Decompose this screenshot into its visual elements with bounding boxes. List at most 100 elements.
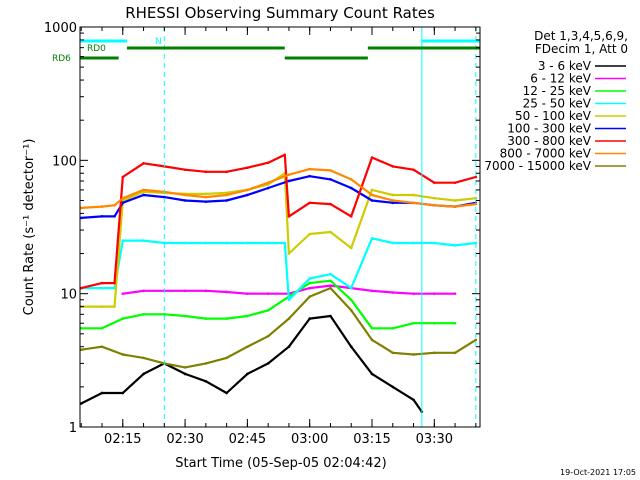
series-3-point-9 bbox=[246, 241, 249, 245]
series-6-point-0 bbox=[79, 286, 83, 290]
series-8-point-15 bbox=[391, 351, 395, 355]
series-2-point-3 bbox=[142, 313, 145, 316]
series-8-point-18 bbox=[453, 351, 457, 355]
series-7-point-19 bbox=[453, 205, 457, 208]
series-2-point-1 bbox=[100, 326, 104, 330]
series-0-point-7 bbox=[225, 391, 228, 395]
series-4-point-17 bbox=[391, 193, 395, 197]
series-2-point-6 bbox=[204, 317, 208, 320]
markers-layer bbox=[79, 27, 477, 427]
series-7-point-11 bbox=[287, 173, 291, 177]
series-1-point-3 bbox=[183, 289, 187, 293]
series-3-point-10 bbox=[266, 241, 270, 245]
series-6-point-11 bbox=[283, 153, 287, 157]
series-2-point-18 bbox=[453, 321, 457, 325]
series-1-point-6 bbox=[246, 292, 249, 295]
series-5-point-13 bbox=[329, 178, 332, 181]
series-line-7 bbox=[81, 168, 476, 209]
series-5-point-8 bbox=[225, 199, 228, 202]
series-7-point-9 bbox=[246, 188, 249, 192]
series-8-point-8 bbox=[246, 345, 249, 349]
y-tick-label-1: 10 bbox=[60, 288, 77, 303]
series-6-point-13 bbox=[308, 201, 311, 205]
series-5-point-12 bbox=[308, 174, 311, 178]
series-8-point-11 bbox=[308, 295, 311, 298]
series-4-point-7 bbox=[204, 192, 208, 196]
series-7-point-13 bbox=[329, 169, 332, 172]
series-2-point-13 bbox=[349, 298, 353, 302]
series-6-point-16 bbox=[370, 156, 374, 159]
series-2-point-5 bbox=[183, 314, 187, 318]
series-6-point-17 bbox=[391, 165, 395, 168]
series-1-point-5 bbox=[225, 290, 228, 294]
series-3-point-8 bbox=[225, 241, 228, 245]
series-7-point-14 bbox=[349, 178, 353, 181]
series-2-point-9 bbox=[266, 309, 270, 312]
series-1-point-16 bbox=[453, 292, 457, 295]
series-7-point-3 bbox=[121, 196, 125, 200]
state-bar-label-2: RD6 bbox=[52, 54, 71, 64]
series-8-point-9 bbox=[266, 334, 270, 338]
series-8-point-10 bbox=[287, 317, 291, 320]
series-5-point-3 bbox=[121, 201, 125, 205]
series-3-point-1 bbox=[100, 286, 104, 290]
series-4-point-2 bbox=[113, 305, 116, 308]
state-bar-label-1: RD0 bbox=[87, 44, 106, 54]
series-8-point-17 bbox=[433, 351, 436, 355]
x-tick-label-5: 03:30 bbox=[416, 432, 453, 447]
x-tick-label-3: 03:00 bbox=[291, 432, 328, 447]
series-7-point-20 bbox=[474, 202, 478, 206]
series-3-point-4 bbox=[142, 239, 145, 242]
series-7-point-4 bbox=[142, 188, 145, 192]
x-axis-label: Start Time (05-Sep-05 02:04:42) bbox=[175, 456, 386, 471]
legend-label-5: 100 - 300 keV bbox=[507, 122, 591, 136]
series-2-point-8 bbox=[246, 314, 249, 318]
series-0-point-13 bbox=[349, 345, 353, 349]
series-1-point-9 bbox=[308, 286, 311, 290]
series-1-point-13 bbox=[391, 291, 395, 294]
series-5-point-4 bbox=[142, 193, 145, 197]
series-3-point-6 bbox=[183, 241, 187, 245]
series-2-point-15 bbox=[391, 326, 395, 330]
series-5-point-16 bbox=[391, 201, 395, 205]
series-2-point-17 bbox=[433, 321, 436, 325]
series-1-point-0 bbox=[121, 292, 125, 295]
series-8-point-12 bbox=[329, 286, 332, 290]
legend-header-line-1: Det 1,3,4,5,6,9, bbox=[534, 29, 628, 43]
series-1-point-10 bbox=[329, 284, 332, 287]
series-2-point-2 bbox=[121, 317, 125, 320]
series-0-point-2 bbox=[121, 391, 125, 395]
series-4-point-19 bbox=[433, 196, 436, 200]
series-5-point-7 bbox=[204, 200, 208, 203]
series-3-point-20 bbox=[453, 244, 457, 247]
series-5-point-11 bbox=[287, 179, 291, 183]
series-5-point-9 bbox=[246, 193, 249, 197]
chart-title: RHESSI Observing Summary Count Rates bbox=[125, 4, 435, 22]
legend-label-1: 6 - 12 keV bbox=[530, 72, 592, 86]
series-7-point-6 bbox=[183, 193, 187, 197]
series-0-point-1 bbox=[100, 391, 104, 395]
y-tick-label-0: 1 bbox=[69, 421, 77, 436]
series-line-0 bbox=[80, 314, 423, 413]
series-5-point-0 bbox=[79, 216, 83, 220]
series-0-point-10 bbox=[287, 345, 291, 349]
series-line-8 bbox=[81, 287, 477, 369]
series-3-point-12 bbox=[287, 298, 291, 302]
series-line-6 bbox=[80, 153, 477, 290]
series-8-point-13 bbox=[349, 309, 353, 312]
series-8-point-1 bbox=[100, 345, 104, 349]
y-axis: 1 10 100 1000 bbox=[44, 21, 480, 436]
series-3-point-15 bbox=[349, 286, 353, 290]
series-5-point-1 bbox=[100, 215, 104, 218]
series-0-point-14 bbox=[370, 372, 374, 376]
plot-frame bbox=[79, 26, 481, 428]
legend-label-4: 50 - 100 keV bbox=[515, 109, 592, 123]
series-6-point-8 bbox=[225, 170, 228, 174]
series-line-3 bbox=[81, 237, 476, 301]
series-5-point-14 bbox=[349, 186, 353, 190]
series-7-point-0 bbox=[79, 206, 83, 210]
x-tick-label-1: 02:30 bbox=[166, 432, 203, 447]
legend-label-7: 800 - 7000 keV bbox=[500, 147, 592, 161]
series-6-point-3 bbox=[121, 175, 125, 179]
